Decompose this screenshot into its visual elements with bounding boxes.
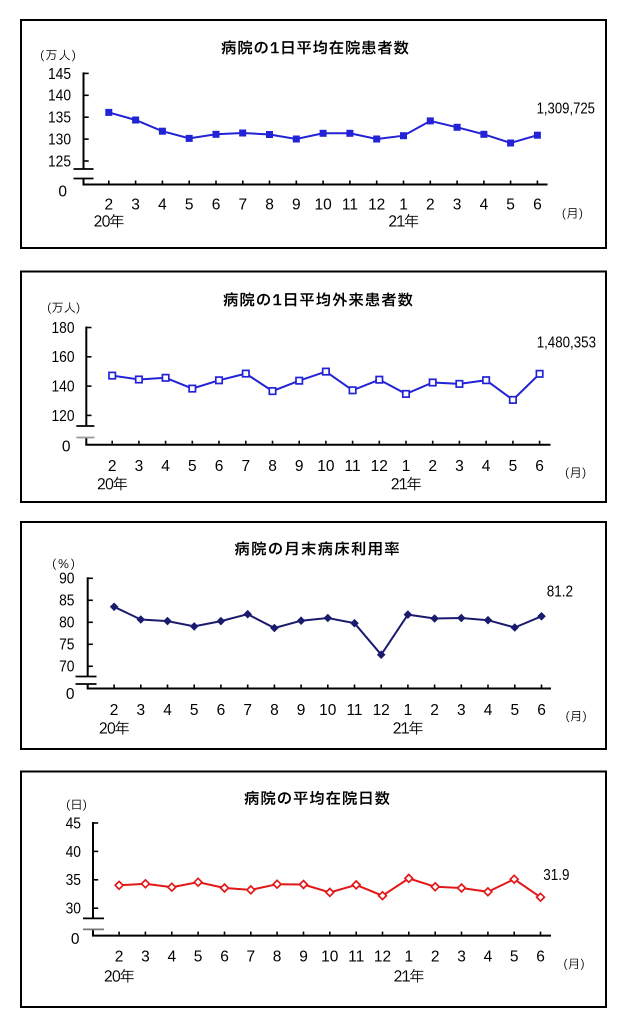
svg-text:140: 140 [48, 88, 71, 105]
svg-text:6: 6 [536, 948, 545, 965]
svg-text:8: 8 [268, 458, 277, 475]
svg-text:6: 6 [537, 702, 546, 719]
svg-text:2: 2 [431, 948, 440, 965]
svg-text:2: 2 [115, 948, 124, 965]
svg-text:11: 11 [342, 197, 358, 214]
svg-text:4: 4 [482, 458, 491, 475]
svg-text:140: 140 [52, 379, 75, 396]
svg-text:7: 7 [246, 948, 255, 965]
svg-text:4: 4 [484, 702, 493, 719]
svg-text:1: 1 [404, 948, 413, 965]
svg-text:11: 11 [346, 702, 362, 719]
svg-text:5: 5 [510, 948, 519, 965]
svg-text:7: 7 [238, 197, 247, 214]
svg-text:145: 145 [48, 66, 71, 83]
svg-text:2: 2 [430, 702, 439, 719]
svg-text:1: 1 [399, 197, 408, 214]
svg-text:135: 135 [48, 110, 71, 127]
svg-text:11: 11 [345, 458, 361, 475]
svg-text:30: 30 [66, 901, 82, 918]
svg-text:3: 3 [141, 948, 150, 965]
svg-text:5: 5 [188, 458, 197, 475]
svg-text:11: 11 [348, 948, 364, 965]
svg-text:0: 0 [58, 184, 67, 201]
svg-text:5: 5 [506, 197, 515, 214]
svg-text:4: 4 [480, 197, 489, 214]
svg-text:1: 1 [404, 702, 413, 719]
svg-text:120: 120 [52, 408, 75, 425]
svg-text:10: 10 [317, 458, 335, 475]
svg-text:160: 160 [52, 349, 75, 366]
svg-text:6: 6 [212, 197, 221, 214]
svg-text:2: 2 [428, 458, 437, 475]
svg-text:1,309,725: 1,309,725 [537, 101, 595, 118]
svg-text:130: 130 [48, 132, 71, 149]
svg-text:5: 5 [190, 702, 199, 719]
svg-text:90: 90 [59, 571, 75, 588]
svg-text:5: 5 [194, 948, 203, 965]
svg-text:7: 7 [241, 458, 250, 475]
svg-text:6: 6 [535, 458, 544, 475]
svg-text:8: 8 [270, 702, 279, 719]
svg-text:3: 3 [457, 702, 466, 719]
svg-text:4: 4 [158, 197, 167, 214]
svg-text:3: 3 [131, 197, 140, 214]
svg-text:45: 45 [66, 815, 81, 832]
svg-text:1: 1 [402, 458, 411, 475]
svg-text:1,480,353: 1,480,353 [537, 335, 596, 352]
svg-text:35: 35 [66, 872, 81, 889]
svg-text:4: 4 [167, 948, 176, 965]
svg-text:8: 8 [273, 948, 282, 965]
svg-text:3: 3 [135, 458, 144, 475]
svg-text:2: 2 [104, 197, 113, 214]
svg-text:5: 5 [185, 197, 194, 214]
svg-text:10: 10 [319, 702, 337, 719]
svg-text:70: 70 [59, 659, 75, 676]
svg-text:12: 12 [371, 458, 388, 475]
svg-text:6: 6 [215, 458, 224, 475]
svg-text:6: 6 [533, 197, 542, 214]
svg-text:4: 4 [161, 458, 170, 475]
svg-text:2: 2 [110, 702, 119, 719]
svg-text:10: 10 [314, 197, 332, 214]
svg-text:6: 6 [217, 702, 226, 719]
svg-text:12: 12 [368, 197, 385, 214]
svg-text:7: 7 [243, 702, 252, 719]
svg-text:2: 2 [426, 197, 435, 214]
svg-text:2: 2 [108, 458, 117, 475]
svg-text:80: 80 [59, 615, 75, 632]
svg-text:85: 85 [59, 593, 74, 610]
svg-text:9: 9 [297, 702, 306, 719]
svg-text:9: 9 [299, 948, 308, 965]
svg-text:81.2: 81.2 [547, 584, 573, 601]
svg-text:40: 40 [66, 844, 82, 861]
svg-text:10: 10 [321, 948, 339, 965]
svg-text:3: 3 [455, 458, 464, 475]
svg-text:3: 3 [453, 197, 462, 214]
svg-text:4: 4 [484, 948, 493, 965]
svg-text:125: 125 [48, 153, 71, 170]
svg-text:0: 0 [62, 438, 71, 455]
svg-text:3: 3 [457, 948, 466, 965]
svg-text:5: 5 [510, 702, 519, 719]
svg-text:9: 9 [292, 197, 301, 214]
svg-text:75: 75 [59, 637, 74, 654]
svg-text:4: 4 [163, 702, 172, 719]
svg-text:180: 180 [52, 320, 75, 337]
svg-text:6: 6 [220, 948, 229, 965]
svg-text:12: 12 [373, 702, 390, 719]
svg-text:12: 12 [374, 948, 391, 965]
svg-text:8: 8 [265, 197, 274, 214]
svg-text:31.9: 31.9 [543, 867, 569, 884]
svg-text:9: 9 [295, 458, 304, 475]
svg-text:0: 0 [71, 931, 80, 948]
svg-text:3: 3 [136, 702, 145, 719]
svg-text:5: 5 [509, 458, 518, 475]
svg-text:0: 0 [66, 686, 75, 703]
